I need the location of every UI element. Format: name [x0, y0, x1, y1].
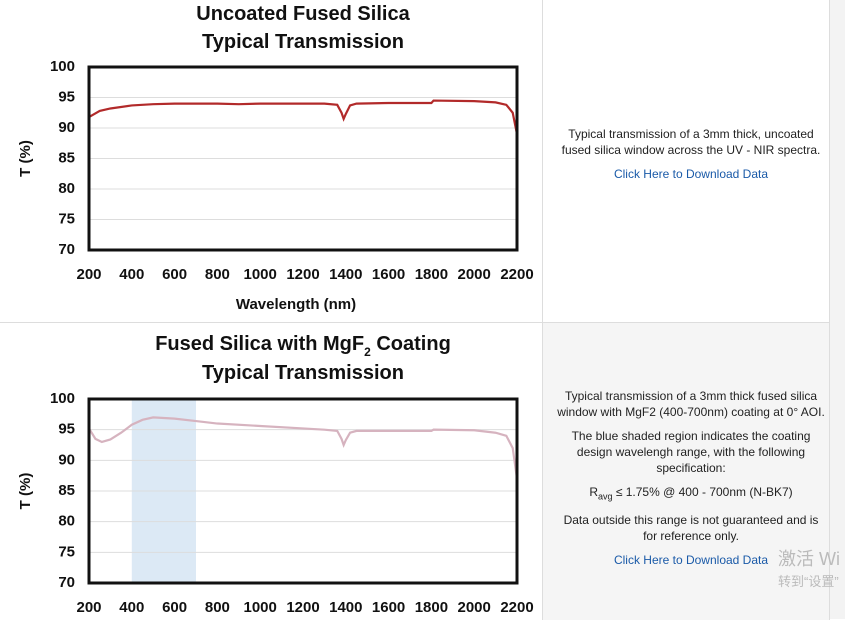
y-tick-label: 80: [58, 180, 75, 197]
x-tick-label: 1000: [244, 266, 277, 283]
row-divider: [0, 322, 542, 323]
y-tick-label: 90: [58, 119, 75, 136]
x-tick-label: 1200: [286, 599, 319, 616]
spec-text: ≤ 1.75% @ 400 - 700nm (N-BK7): [612, 485, 793, 499]
data-line: [88, 99, 519, 135]
x-tick-label: 1600: [372, 599, 405, 616]
x-tick-label: 2200: [500, 599, 533, 616]
chart-subtitle: Typical Transmission: [202, 31, 404, 53]
x-tick-label: 1200: [286, 266, 319, 283]
title-text: Fused Silica with MgF: [155, 333, 364, 355]
x-tick-label: 1400: [329, 266, 362, 283]
x-tick-label: 1400: [329, 599, 362, 616]
x-tick-label: 400: [119, 266, 144, 283]
y-tick-label: 80: [58, 513, 75, 530]
y-tick-label: 75: [58, 543, 75, 560]
chart-title: Fused Silica with MgF2 Coating: [155, 333, 451, 359]
right-bottom-bg: [542, 322, 830, 620]
data-line: [88, 416, 519, 479]
panel-note: Data outside this range is not guarantee…: [563, 513, 819, 544]
x-tick-label: 1800: [415, 266, 448, 283]
x-axis-label: Wavelength (nm): [236, 296, 356, 313]
outside-bg: [830, 0, 845, 619]
chart-title: Uncoated Fused Silica: [196, 3, 410, 25]
y-tick-label: 95: [58, 421, 75, 438]
plot-frame: [87, 397, 519, 585]
panel-2: Typical transmission of a 3mm thick fuse…: [556, 388, 826, 568]
panel-text: Typical transmission of a 3mm thick fuse…: [557, 389, 825, 419]
download-link[interactable]: Click Here to Download Data: [613, 167, 769, 181]
x-tick-label: 1000: [244, 599, 277, 616]
x-tick-label: 400: [119, 599, 144, 616]
x-tick-label: 200: [76, 266, 101, 283]
x-tick-label: 600: [162, 599, 187, 616]
x-tick-label: 200: [76, 599, 101, 616]
x-tick-label: 600: [162, 266, 187, 283]
y-axis-label: T (%): [17, 473, 34, 510]
panel-1: Typical transmission of a 3mm thick, unc…: [556, 126, 826, 182]
spec-sub: avg: [597, 491, 613, 502]
title-text: Coating: [371, 333, 451, 355]
x-tick-label: 800: [205, 599, 230, 616]
right-top-bg: [542, 0, 830, 322]
title-text: Uncoated Fused Silica: [196, 3, 410, 25]
watermark: 激活 Wi: [778, 549, 840, 569]
y-tick-label: 70: [58, 574, 75, 591]
y-tick-label: 85: [58, 149, 75, 166]
x-tick-label: 1800: [415, 599, 448, 616]
title-sub: 2: [364, 345, 371, 359]
x-tick-label: 1600: [372, 266, 405, 283]
plot-frame: [87, 65, 519, 252]
panel-text: Typical transmission of a 3mm thick, unc…: [561, 127, 821, 157]
y-tick-label: 85: [58, 482, 75, 499]
y-tick-label: 95: [58, 88, 75, 105]
chart-subtitle: Typical Transmission: [202, 362, 404, 384]
spec-symbol: R: [589, 485, 598, 499]
x-tick-label: 800: [205, 266, 230, 283]
y-tick-label: 100: [50, 390, 75, 407]
y-tick-label: 100: [50, 58, 75, 75]
x-tick-label: 2000: [458, 599, 491, 616]
y-tick-label: 75: [58, 210, 75, 227]
download-link[interactable]: Click Here to Download Data: [613, 553, 769, 568]
y-tick-label: 90: [58, 451, 75, 468]
watermark: 转到“设置”: [778, 574, 839, 589]
y-axis-label: T (%): [17, 140, 34, 177]
x-tick-label: 2000: [458, 266, 491, 283]
x-tick-label: 2200: [500, 266, 533, 283]
spec: Ravg ≤ 1.75% @ 400 - 700nm (N-BK7): [556, 484, 826, 504]
y-tick-label: 70: [58, 241, 75, 258]
panel-text: The blue shaded region indicates the coa…: [571, 429, 811, 475]
